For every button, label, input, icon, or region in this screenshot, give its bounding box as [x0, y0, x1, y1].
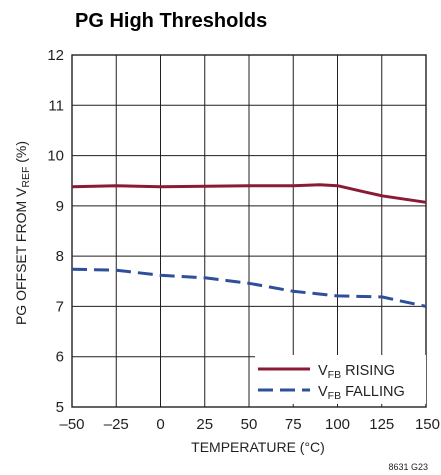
x-tick-label: 150	[415, 416, 440, 433]
x-tick-label: 75	[285, 416, 302, 433]
plot-frame	[71, 54, 427, 408]
y-axis-label: PG OFFSET FROM VREF (%)	[13, 141, 32, 325]
x-tick-label: 50	[241, 416, 258, 433]
legend-label-falling: VFB FALLING	[318, 384, 405, 402]
y-tick-label: 9	[56, 198, 64, 215]
y-tick-label: 7	[56, 298, 64, 315]
legend-label-rising: VFB RISING	[318, 363, 395, 381]
y-tick-label: 8	[56, 248, 64, 265]
legend-label-falling-subscript: FB	[328, 390, 341, 402]
x-tick-label: 100	[325, 416, 350, 433]
y-tick-label: 10	[47, 148, 64, 165]
legend: VFB RISING VFB FALLING	[255, 355, 426, 404]
legend-label-falling-prefix: V	[318, 384, 328, 400]
x-tick-label: –50	[59, 416, 84, 433]
legend-label-rising-subscript: FB	[328, 369, 341, 381]
series-line-falling	[71, 267, 427, 308]
x-tick-label: 0	[156, 416, 164, 433]
x-tick-label: –25	[104, 416, 129, 433]
y-tick-label: 6	[56, 349, 64, 366]
series-lines	[71, 183, 427, 308]
x-tick-label: 25	[196, 416, 213, 433]
legend-background	[255, 355, 426, 404]
y-tick-label: 11	[48, 97, 64, 114]
legend-label-rising-prefix: V	[318, 363, 328, 379]
y-tick-labels: 5 6 7 8 9 10 11 12	[47, 47, 64, 416]
y-tick-label: 12	[47, 47, 64, 64]
chart-title: PG High Thresholds	[75, 10, 267, 32]
y-axis-label-suffix: (%)	[13, 141, 29, 167]
x-axis-label: TEMPERATURE (°C)	[191, 439, 325, 455]
y-axis-label-prefix: PG OFFSET FROM V	[13, 187, 29, 325]
x-tick-label: 125	[369, 416, 394, 433]
figure-code: 8631 G23	[388, 462, 428, 472]
y-axis-label-subscript: REF	[20, 167, 32, 188]
legend-label-falling-suffix: FALLING	[341, 384, 405, 400]
grid	[71, 54, 427, 408]
x-tick-labels: –50 –25 0 25 50 75 100 125 150	[59, 416, 440, 433]
series-line-rising	[71, 183, 427, 204]
y-tick-label: 5	[56, 399, 64, 416]
legend-label-rising-suffix: RISING	[341, 363, 395, 379]
